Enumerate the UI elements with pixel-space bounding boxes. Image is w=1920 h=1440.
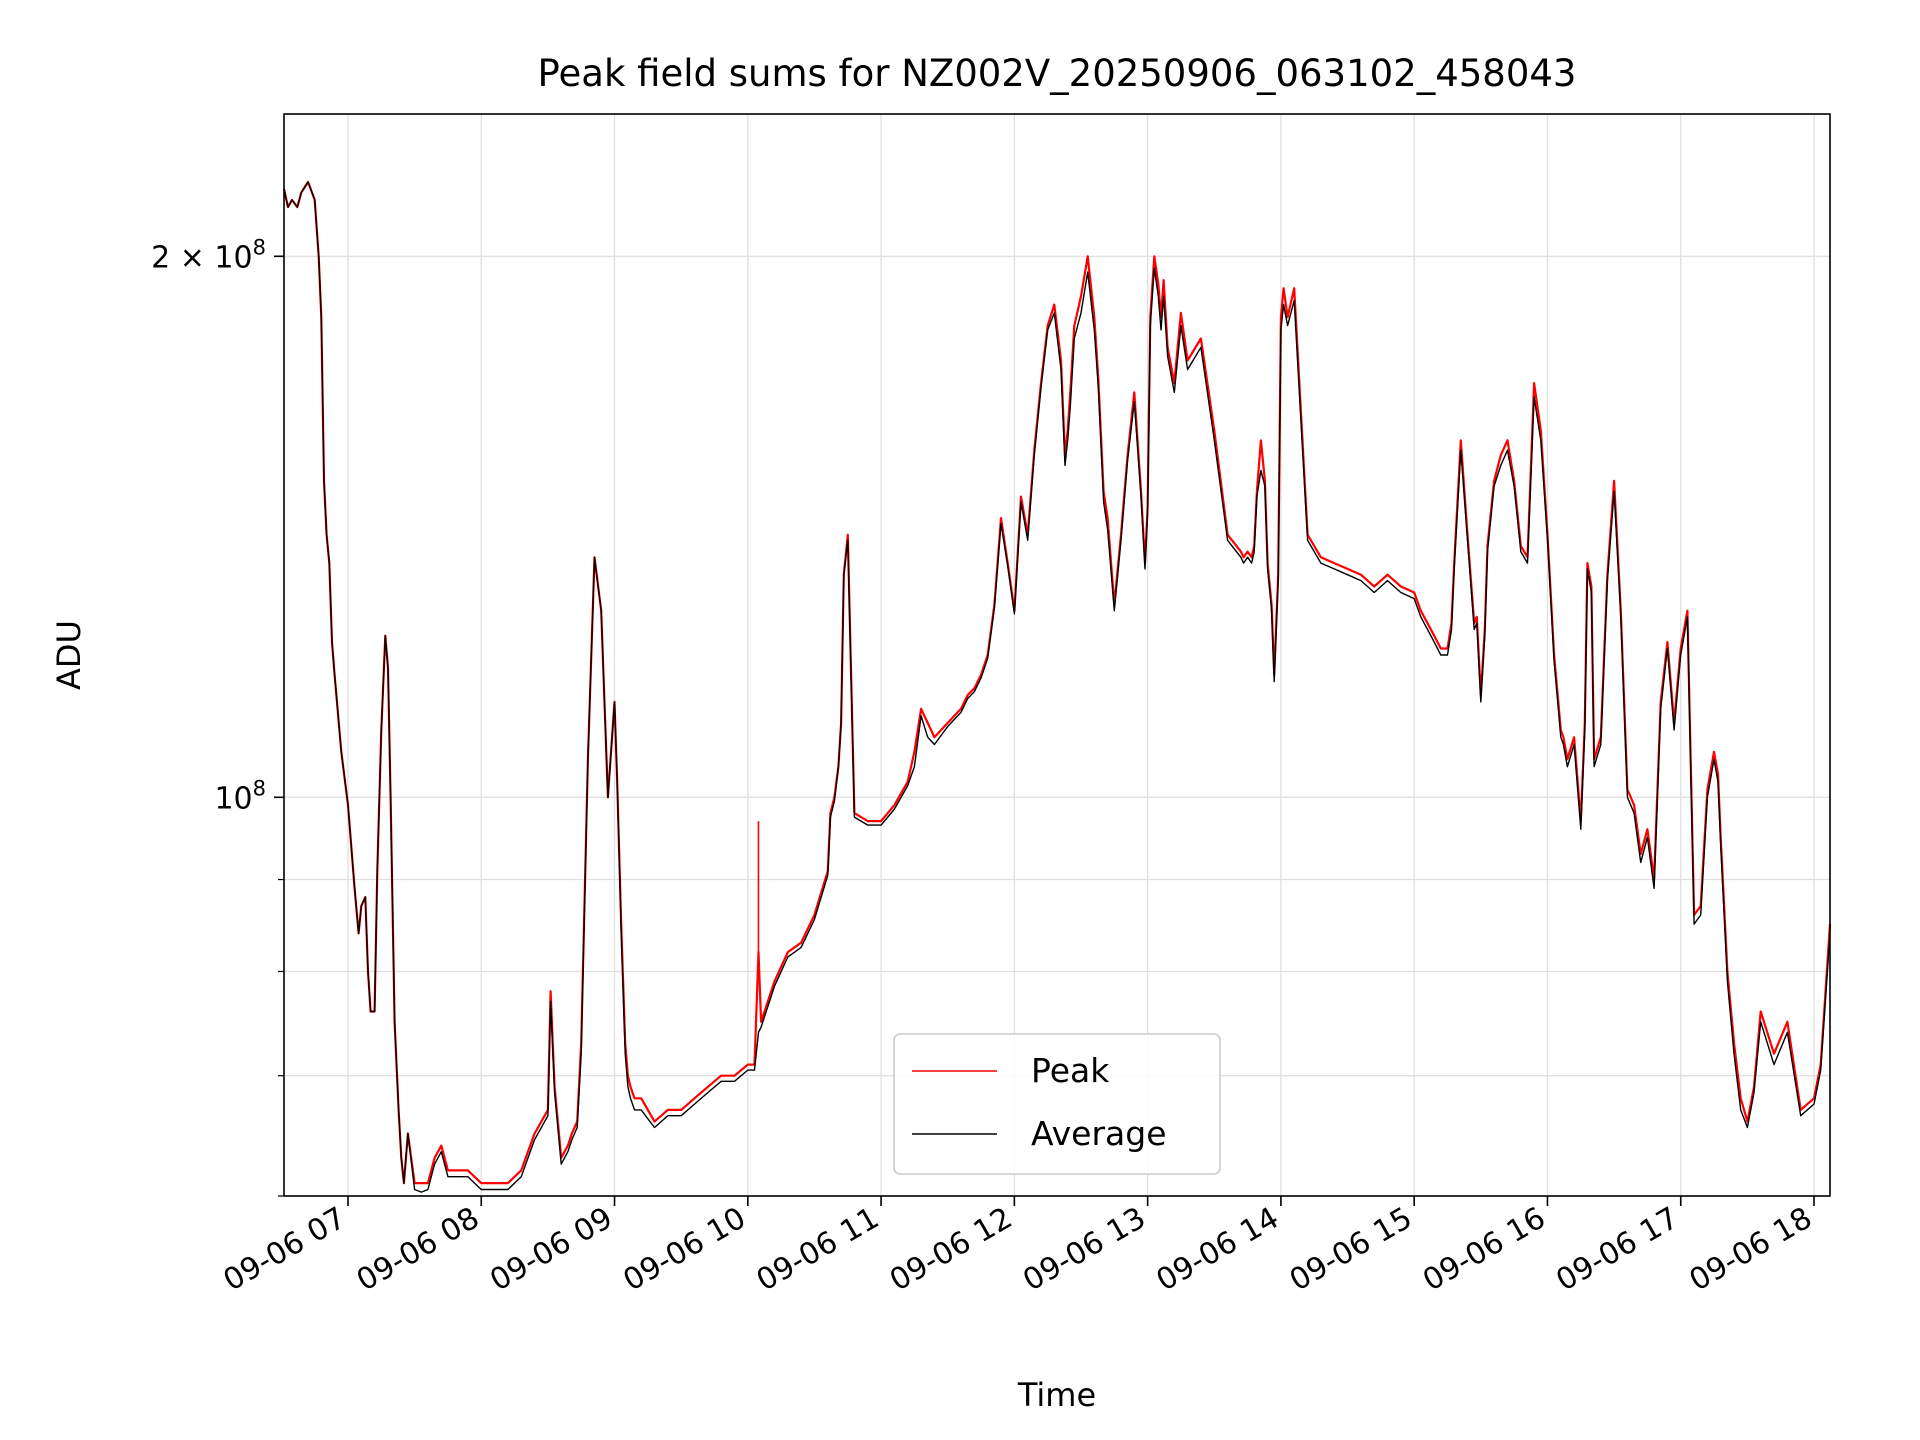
legend: Peak Average <box>893 1033 1221 1175</box>
y-tick-label: 108 <box>214 776 266 816</box>
legend-box <box>893 1033 1221 1175</box>
plot-frame <box>283 113 1831 1197</box>
series-line-peak <box>282 180 1832 1185</box>
y-axis: 108 2 × 108 <box>151 235 284 1197</box>
y-axis-label: ADU <box>50 620 88 690</box>
y-tick-label: 2 × 108 <box>151 235 266 275</box>
series-layer <box>282 180 1832 1193</box>
series-line-average <box>283 181 1831 1193</box>
x-axis-label: Time <box>1017 1376 1096 1414</box>
legend-peak-label: Peak <box>1031 1051 1110 1090</box>
legend-average-label: Average <box>1031 1114 1167 1153</box>
chart-title: Peak field sums for NZ002V_20250906_0631… <box>538 52 1577 95</box>
